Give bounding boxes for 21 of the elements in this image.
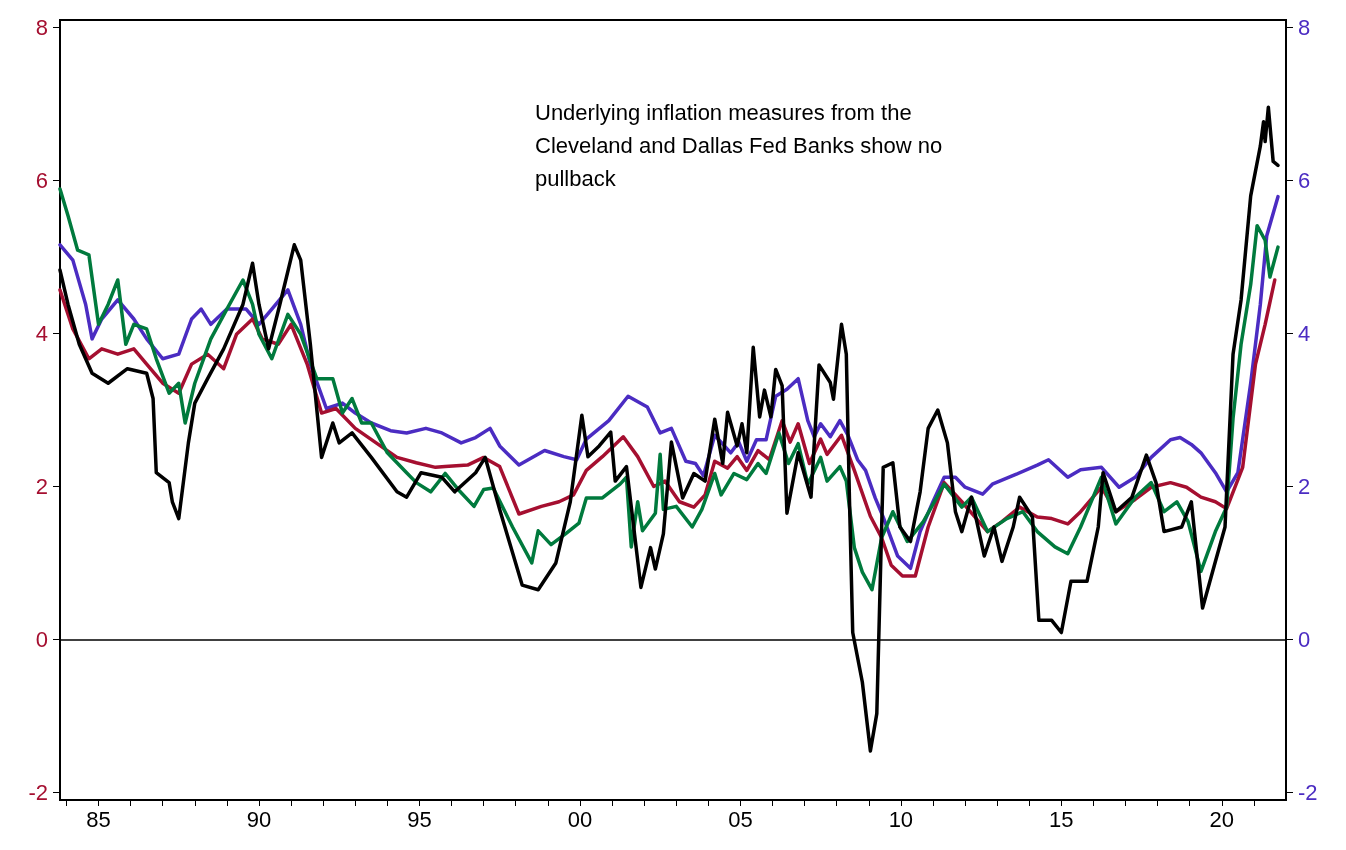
x-tick-label: 15: [1049, 806, 1074, 832]
x-tick-label: 90: [246, 806, 272, 832]
y2-tick-label: 0: [1298, 626, 1311, 652]
y2-tick-label: 2: [1298, 473, 1311, 499]
y2-tick-label: 4: [1298, 321, 1311, 347]
y-tick-label: 8: [35, 15, 48, 41]
x-tick-label: 85: [86, 806, 111, 832]
y-tick-label: 6: [35, 168, 48, 194]
x-tick-label: 00: [567, 806, 593, 832]
y-tick-label: 4: [35, 321, 48, 347]
annotation: Underlying inflation measures from the Cleveland and Dallas Fed Banks show no pullback: [535, 100, 949, 191]
y-tick-label: 2: [35, 473, 48, 499]
y-tick-label: -2: [28, 779, 48, 805]
x-tick-label: 10: [888, 806, 914, 832]
x-tick-label: 20: [1209, 806, 1235, 832]
y2-tick-label: 6: [1298, 168, 1311, 194]
y2-tick-label: 8: [1298, 15, 1311, 41]
y-tick-label: 0: [35, 626, 48, 652]
x-tick-label: 05: [728, 806, 753, 832]
x-tick-label: 95: [407, 806, 432, 832]
y2-tick-label: -2: [1298, 779, 1318, 805]
